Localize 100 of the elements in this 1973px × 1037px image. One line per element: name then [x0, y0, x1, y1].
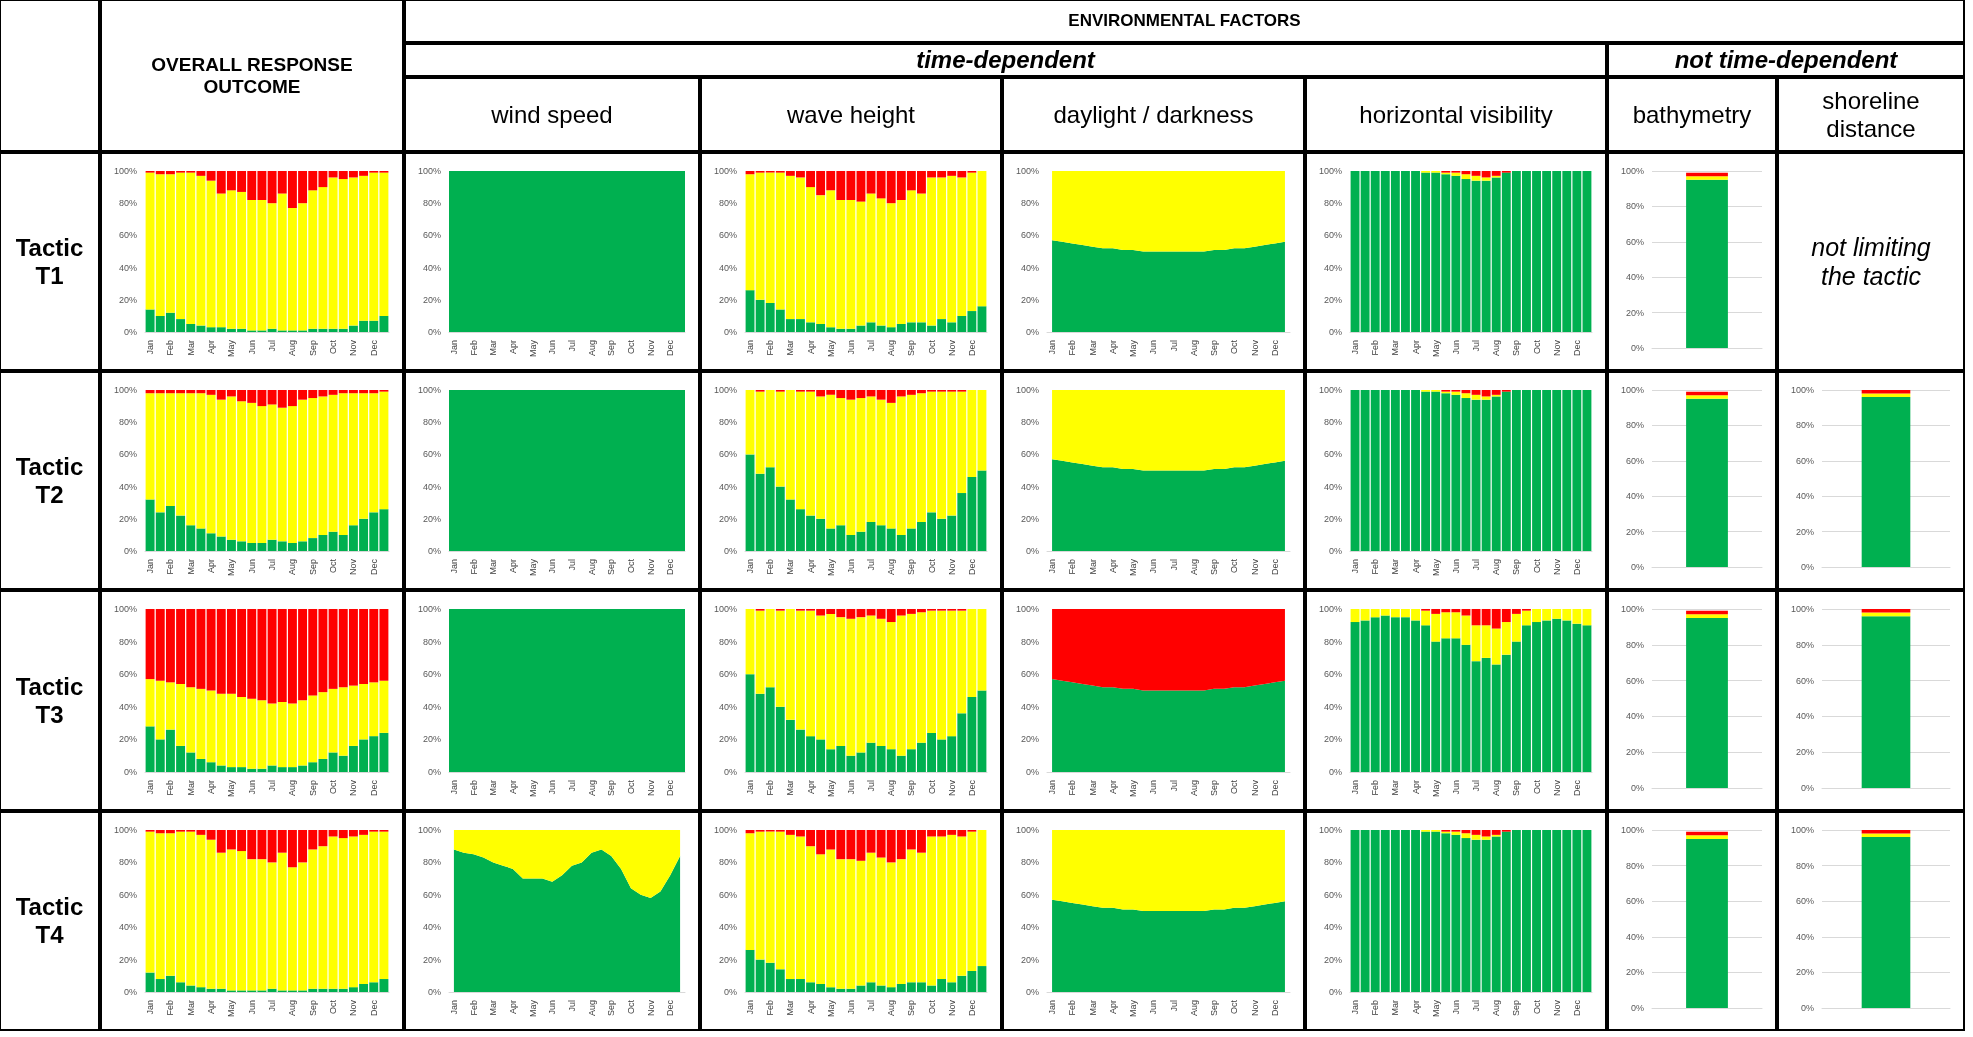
y-tick-label: 100%	[1015, 604, 1039, 614]
x-tick-label: Aug	[1491, 559, 1502, 576]
bar	[1582, 625, 1592, 772]
y-tick-label: 100%	[1790, 604, 1814, 614]
y-tick-label: 20%	[118, 513, 137, 524]
bar	[1686, 614, 1728, 618]
y-tick-label: 80%	[1625, 860, 1644, 871]
bar	[866, 609, 876, 616]
bar	[1481, 836, 1491, 840]
text: bathymetry	[1632, 100, 1752, 129]
bar	[1861, 616, 1911, 788]
x-tick-label: Nov	[1249, 339, 1260, 357]
x-tick-label: Apr	[1107, 559, 1118, 574]
x-tick-label: Dec	[368, 779, 379, 797]
x-tick-label: Oct	[1229, 779, 1240, 795]
y-tick-label: 0%	[123, 987, 137, 997]
y-tick-label: 0%	[1630, 783, 1644, 793]
y-tick-label: 40%	[1795, 491, 1814, 502]
x-tick-label: Jun	[547, 780, 558, 795]
y-tick-label: 20%	[718, 954, 737, 965]
y-tick-label: 0%	[1328, 327, 1342, 337]
y-tick-label: 0%	[1630, 562, 1644, 572]
bar	[1471, 399, 1481, 551]
y-tick-label: 80%	[1020, 636, 1039, 647]
x-tick-label: Dec	[665, 779, 676, 797]
y-tick-label: 0%	[723, 546, 737, 556]
x-tick-label: Oct	[625, 339, 636, 355]
bar	[1461, 179, 1471, 332]
y-tick-label: 100%	[713, 604, 737, 614]
x-tick-label: Jan	[1047, 1000, 1058, 1015]
y-tick-label: 20%	[422, 513, 441, 524]
x-tick-label: Nov	[946, 779, 957, 797]
bar	[1471, 839, 1481, 992]
y-tick-label: 100%	[113, 825, 137, 835]
bar	[1461, 393, 1471, 399]
x-tick-label: Dec	[1269, 558, 1280, 576]
x-tick-label: Nov	[1551, 339, 1562, 357]
y-tick-label: 100%	[1790, 825, 1814, 835]
y-tick-label: 0%	[427, 327, 441, 337]
bar	[1471, 625, 1481, 662]
x-tick-label: Apr	[1107, 340, 1118, 355]
x-tick-label: Jun	[246, 780, 257, 795]
bar	[856, 201, 866, 326]
bar	[1861, 609, 1911, 613]
bar	[1471, 175, 1481, 181]
y-tick-label: 40%	[1795, 931, 1814, 942]
x-tick-label: Oct	[328, 339, 339, 355]
x-tick-label: Nov	[946, 999, 957, 1017]
bar	[1686, 617, 1728, 788]
x-tick-label: Apr	[1410, 559, 1421, 574]
y-tick-label: 20%	[422, 734, 441, 745]
y-tick-label: 40%	[422, 262, 441, 273]
x-tick-label: Jul	[866, 340, 877, 352]
x-tick-label: Dec	[368, 339, 379, 357]
y-tick-label: 20%	[118, 734, 137, 745]
x-tick-label: Apr	[507, 780, 518, 795]
text: shoreline distance	[1821, 86, 1921, 143]
x-tick-label: Jul	[566, 559, 577, 571]
y-tick-label: 20%	[1020, 954, 1039, 965]
x-tick-label: Nov	[1249, 999, 1260, 1017]
x-tick-label: Jun	[246, 559, 257, 574]
x-tick-label: Mar	[488, 780, 499, 796]
y-tick-label: 100%	[1318, 825, 1342, 835]
y-tick-label: 20%	[1795, 747, 1814, 758]
x-tick-label: Mar	[1087, 780, 1098, 796]
bar	[977, 830, 987, 967]
y-tick-label: 0%	[1630, 1003, 1644, 1013]
x-tick-label: Feb	[468, 340, 479, 356]
text: OVERALL RESPONSE OUTCOME	[150, 53, 354, 98]
y-tick-label: 60%	[1020, 889, 1039, 900]
x-tick-label: Dec	[1571, 999, 1582, 1017]
x-tick-label: Mar	[1087, 1000, 1098, 1016]
x-tick-label: Jan	[145, 1000, 156, 1015]
x-tick-label: Dec	[1269, 999, 1280, 1017]
x-tick-label: Jun	[547, 559, 558, 574]
x-tick-label: Mar	[1087, 340, 1098, 356]
x-tick-label: Feb	[1370, 1000, 1381, 1016]
x-tick-label: Feb	[765, 340, 776, 356]
y-tick-label: 60%	[118, 449, 137, 460]
y-tick-label: 0%	[723, 767, 737, 777]
y-tick-label: 100%	[113, 166, 137, 176]
x-tick-label: Jul	[866, 559, 877, 571]
y-tick-label: 60%	[422, 230, 441, 241]
y-tick-label: 40%	[1323, 262, 1342, 273]
bar	[866, 615, 876, 743]
bar	[856, 860, 866, 986]
x-tick-label: Apr	[805, 340, 816, 355]
x-tick-label: Feb	[468, 780, 479, 796]
x-tick-label: Feb	[765, 780, 776, 796]
bar	[1861, 397, 1911, 567]
x-tick-label: Jul	[267, 780, 278, 792]
x-tick-label: Oct	[926, 339, 937, 355]
y-tick-label: 20%	[1323, 734, 1342, 745]
x-tick-label: Mar	[488, 1000, 499, 1016]
y-tick-label: 60%	[1323, 230, 1342, 241]
x-tick-label: Jan	[448, 340, 459, 355]
x-tick-label: Feb	[1067, 780, 1078, 796]
x-tick-label: Nov	[1551, 558, 1562, 576]
y-tick-label: 80%	[1020, 857, 1039, 868]
y-tick-label: 60%	[118, 889, 137, 900]
